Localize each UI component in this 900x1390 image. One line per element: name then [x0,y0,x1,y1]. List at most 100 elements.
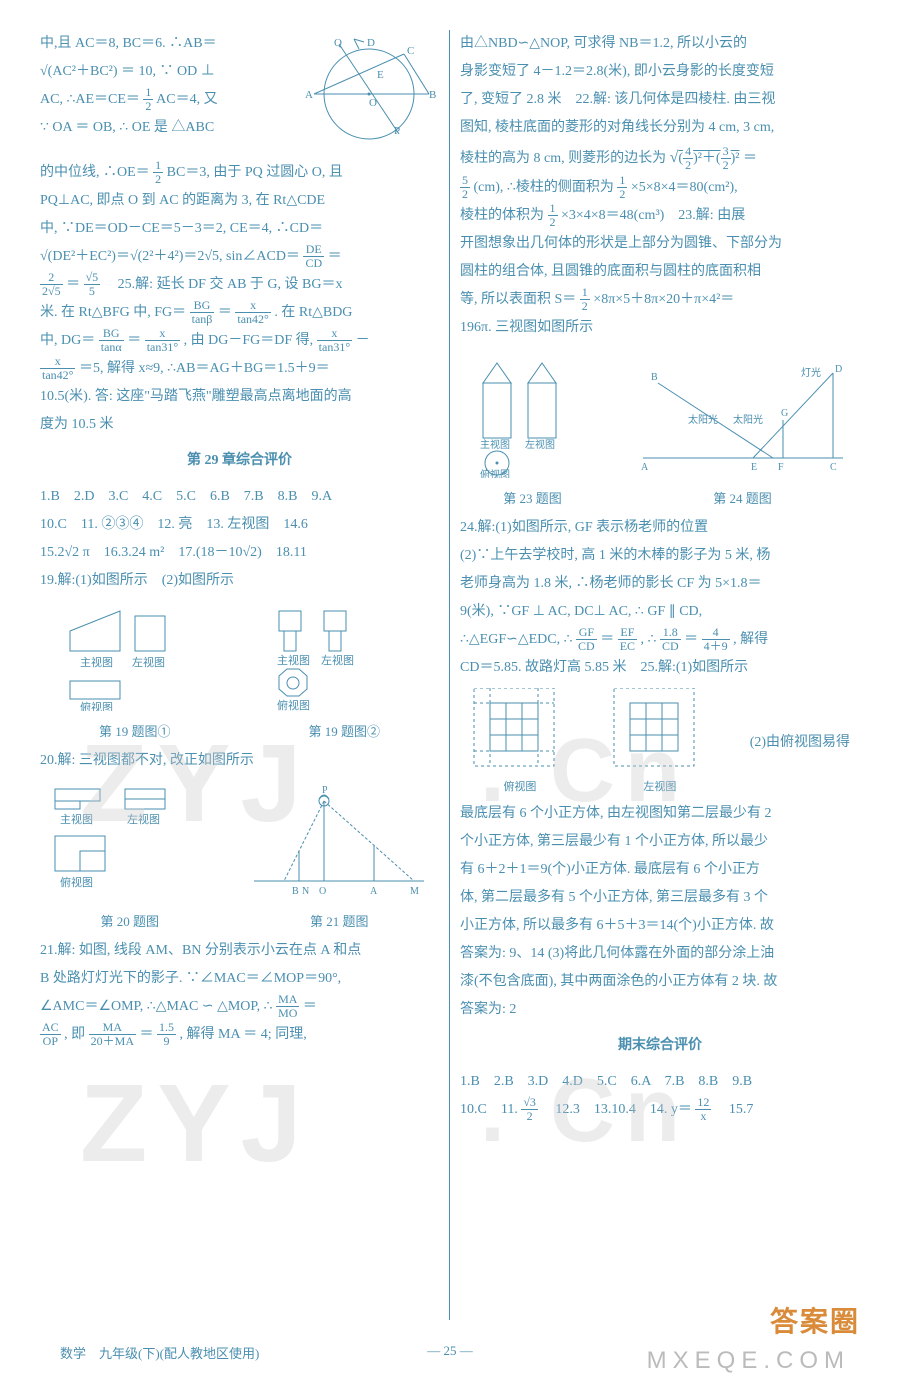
fig-19-2: 主视图 左视图 俯视图 第 19 题图② [269,601,419,745]
fraction: BGtanβ [190,299,215,326]
fraction: 12 [617,174,627,201]
text-line: 9(米), ∵GF ⊥ AC, DC⊥ AC, ∴ GF ∥ CD, [460,598,860,626]
text-line: 答案为: 2 [460,996,860,1024]
text: , 由 DG－FG＝DF 得, [184,333,314,348]
text-line: √(DE²＋EC²)＝√(2²＋4²)＝2√5, sin∠ACD＝ DECD ＝ [40,243,439,271]
text-line: 10.5(米). 答: 这座"马踏飞燕"雕塑最高点离地面的高 [40,383,439,411]
caption: 第 23 题图 [468,486,598,512]
svg-text:灯光: 灯光 [801,366,821,379]
fraction: 12 [153,159,163,186]
text: ＝ [303,999,317,1014]
text-line: 棱柱的高为 8 cm, 则菱形的边长为 √(42)²＋(32)² ＝ [460,142,860,174]
text-line: 度为 10.5 米 [40,411,439,439]
fig-20: 主视图 左视图 俯视图 第 20 题图 [45,781,215,935]
footer-pagenum: — 25 — [427,1343,473,1359]
svg-text:O: O [319,886,326,897]
svg-text:B: B [651,372,658,383]
text-line: ∠AMC＝∠OMP, ∴△MAC ∽ △MOP, ∴ MAMO ＝ [40,993,439,1021]
text-line: PQ⊥AC, 即点 O 到 AC 的距离为 3, 在 Rt△CDE [40,187,439,215]
text: 中, DG＝ [40,333,95,348]
svg-text:A: A [305,89,313,101]
text: ＝ [140,1027,154,1042]
svg-text:Q: Q [334,37,342,49]
caption: 俯视图 [470,776,570,798]
svg-text:左视图: 左视图 [132,655,165,669]
svg-text:O: O [369,97,377,109]
answers-row: 1.B 2.B 3.D 4.D 5.C 6.A 7.B 8.B 9.B [460,1068,860,1096]
svg-text:俯视图: 俯视图 [60,875,93,889]
fig-23: 主视图 左视图 俯视图 第 23 题图 [468,348,598,512]
text: ＝ [600,632,614,647]
svg-text:主视图: 主视图 [60,812,93,826]
text-line: 老师身高为 1.8 米, ∴杨老师的影长 CF 为 5×1.8＝ [460,570,860,598]
text: 棱柱的体积为 [460,208,544,223]
fraction: 44＋9 [702,626,730,653]
fraction: 1.59 [157,1021,176,1048]
svg-text:太阳光: 太阳光 [733,413,763,426]
text-line: (2)∵上午去学校时, 高 1 米的木棒的影子为 5 米, 杨 [460,542,860,570]
text: ＝5, 解得 x≈9, ∴AB＝AG＋BG＝1.5＋9＝ [79,361,330,376]
text-line: 个小正方体, 第三层最少有 1 个小正方体, 所以最少 [460,828,860,856]
figure-19-row: 主视图 左视图 俯视图 第 19 题图① 主视图 左视图 俯视图 [40,601,439,745]
fraction: 12 [548,202,558,229]
svg-text:A: A [641,462,649,473]
svg-text:E: E [751,462,757,473]
text: AC, ∴AE＝CE＝ [40,92,140,107]
text: ×3×4×8＝48(cm³) 23.解: 由展 [561,208,745,223]
text-line: 22√5 ＝ √55 25.解: 延长 DF 交 AB 于 G, 设 BG＝x [40,271,439,299]
text-line: 由△NBD∽△NOP, 可求得 NB＝1.2, 所以小云的 [460,30,860,58]
footer-subject: 数学 九年级(下)(配人教地区使用) [60,1346,259,1361]
figure-23-24-row: 主视图 左视图 俯视图 第 23 题图 B 灯光 D 太阳光 太阳光 [460,348,860,512]
svg-text:主视图: 主视图 [277,653,310,667]
svg-text:太阳光: 太阳光 [688,413,718,426]
figure-20-21-row: 主视图 左视图 俯视图 第 20 题图 [40,781,439,935]
caption: 左视图 [610,776,710,798]
text-line: 24.解:(1)如图所示, GF 表示杨老师的位置 [460,514,860,542]
fraction: GFCD [576,626,597,653]
text-line: 196π. 三视图如图所示 [460,314,860,342]
caption: 第 21 题图 [244,909,434,935]
text-line: 了, 变短了 2.8 米 22.解: 该几何体是四棱柱. 由三视 [460,86,860,114]
text: , 解得 MA ＝ 4; 同理, [180,1027,307,1042]
text: 12.3 13.10.4 14. y＝ [541,1102,692,1117]
svg-text:P: P [394,125,400,137]
answers-row: 10.C 11. √32 12.3 13.10.4 14. y＝ 12x 15.… [460,1096,860,1124]
svg-text:俯视图: 俯视图 [80,700,113,711]
text-line: 最底层有 6 个小正方体, 由左视图知第二层最少有 2 [460,800,860,828]
section-title-final: 期末综合评价 [460,1032,860,1060]
fig-19-1: 主视图 左视图 俯视图 第 19 题图① [60,601,210,745]
text: ∴△EGF∽△EDC, ∴ [460,632,573,647]
text: √(DE²＋EC²)＝√(2²＋4²)＝2√5, sin∠ACD＝ [40,249,300,264]
text: 的中位线, ∴OE＝ [40,165,150,180]
text-line: 52 (cm), ∴棱柱的侧面积为 12 ×5×8×4＝80(cm²), [460,174,860,202]
svg-text:E: E [377,69,384,81]
text-line: 圆柱的组合体, 且圆锥的底面积与圆柱的底面积相 [460,258,860,286]
fraction: BGtanα [99,327,124,354]
watermark-mxeqe: MXEQE.COM [647,1347,850,1375]
text-line: 体, 第二层最多有 5 个小正方体, 第三层最多有 3 个 [460,884,860,912]
svg-text:D: D [367,37,375,49]
text: － [356,333,370,348]
text-line: xtan42° ＝5, 解得 x≈9, ∴AB＝AG＋BG＝1.5＋9＝ [40,355,439,383]
svg-text:B: B [429,89,436,101]
fig-24: B 灯光 D 太阳光 太阳光 G A E F C 第 24 题图 [633,348,853,512]
text: BC＝3, 由于 PQ 过圆心 O, 且 [167,165,343,180]
fraction: xtan42° [40,355,75,382]
stamp-daanquan: 答案圈 [770,1300,860,1340]
text: ×8π×5＋8π×20＋π×4²＝ [593,292,734,307]
answers-row: 15.2√2 π 16.3.24 m² 17.(18－10√2) 18.11 [40,539,439,567]
fraction: ACOP [40,1021,61,1048]
text: ＝ [218,305,232,320]
circle-figure: Q D C E A O P B [299,34,439,155]
text-line: 中, ∵DE＝OD－CE＝5－3＝2, CE＝4, ∴CD＝ [40,215,439,243]
text-line: 小正方体, 所以最多有 6＋5＋3＝14(个)小正方体. 故 [460,912,860,940]
svg-text:C: C [407,45,414,57]
svg-text:F: F [778,462,784,473]
fraction: 22√5 [40,271,63,298]
fraction: 12 [143,86,153,113]
fraction: MAMO [276,993,299,1020]
svg-text:左视图: 左视图 [525,438,555,451]
text-line: 等, 所以表面积 S＝ 12 ×8π×5＋8π×20＋π×4²＝ [460,286,860,314]
caption: 第 19 题图② [269,719,419,745]
fraction: 52 [460,174,470,201]
